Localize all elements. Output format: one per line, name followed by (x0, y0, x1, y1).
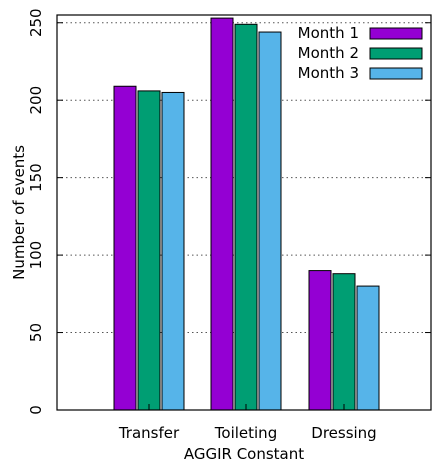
ticks: 0 50 100 150 200 250 Transfer Toileting Dressing (27, 8, 431, 442)
x-tick-label: Toileting (214, 424, 277, 442)
legend-label: Month 3 (298, 64, 359, 82)
y-tick-label: 150 (27, 163, 45, 192)
y-tick-label: 250 (27, 8, 45, 37)
legend-label: Month 1 (298, 24, 359, 42)
legend: Month 1 Month 2 Month 3 (298, 24, 423, 82)
bar-dressing-month-1 (308, 270, 332, 411)
bar-transfer-month-2 (137, 90, 161, 411)
legend-swatch (369, 67, 423, 80)
bar-transfer-month-1 (113, 85, 137, 411)
bars (113, 17, 380, 411)
bar-dressing-month-2 (332, 273, 356, 411)
x-tick-label: Dressing (311, 424, 376, 442)
legend-swatch (369, 47, 423, 60)
y-tick-label: 0 (27, 405, 45, 415)
bar-transfer-month-3 (161, 91, 185, 411)
legend-swatch (369, 27, 423, 40)
y-axis-label: Number of events (10, 145, 28, 280)
bar-toileting-month-2 (234, 23, 258, 411)
x-axis-label: AGGIR Constant (184, 445, 304, 463)
y-tick-label: 100 (27, 241, 45, 270)
y-tick-label: 200 (27, 86, 45, 115)
x-tick-label: Transfer (118, 424, 180, 442)
legend-label: Month 2 (298, 44, 359, 62)
bar-toileting-month-3 (258, 31, 282, 411)
y-tick-label: 50 (27, 323, 45, 342)
bar-toileting-month-1 (210, 17, 234, 411)
bar-dressing-month-3 (356, 285, 380, 411)
plot-frame (56, 14, 432, 411)
